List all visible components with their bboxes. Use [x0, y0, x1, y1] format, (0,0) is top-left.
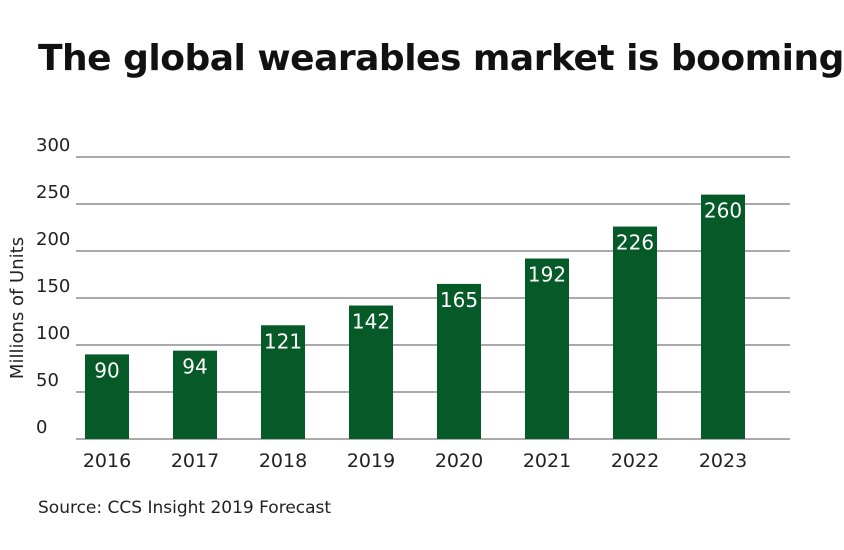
data-label: 90 [94, 358, 119, 382]
data-label: 165 [440, 288, 478, 312]
y-tick-label: 0 [36, 417, 47, 438]
chart-title: The global wearables market is booming [38, 38, 844, 79]
y-axis-label: Millions of Units [7, 237, 28, 379]
data-label: 142 [352, 310, 390, 334]
bar [85, 354, 129, 439]
data-label: 226 [616, 231, 654, 255]
x-tick-label: 2021 [523, 450, 571, 472]
y-tick-label: 300 [36, 135, 70, 156]
x-tick-label: 2018 [259, 450, 307, 472]
source-note: Source: CCS Insight 2019 Forecast [38, 498, 332, 518]
bar [613, 226, 657, 439]
data-label: 192 [528, 263, 566, 287]
data-label: 121 [264, 329, 302, 353]
x-tick-label: 2023 [699, 450, 747, 472]
data-label: 94 [182, 355, 207, 379]
bar [701, 194, 745, 439]
bar [173, 350, 217, 439]
bar [525, 258, 569, 439]
bar [437, 283, 481, 439]
x-tick-label: 2020 [435, 450, 483, 472]
bar [261, 325, 305, 439]
y-tick-label: 100 [36, 323, 70, 344]
y-tick-label: 50 [36, 370, 59, 391]
bars [85, 194, 745, 439]
data-label: 260 [704, 199, 742, 223]
data-labels: 90 94 121 142 165 192 226 260 [94, 199, 742, 383]
x-tick-label: 2019 [347, 450, 395, 472]
x-tick-labels: 2016 2017 2018 2019 2020 2021 2022 2023 [83, 450, 747, 472]
y-tick-label: 250 [36, 182, 70, 203]
x-tick-label: 2016 [83, 450, 131, 472]
y-tick-label: 150 [36, 276, 70, 297]
y-tick-labels: 0 50 100 150 200 250 300 [36, 135, 70, 438]
y-tick-label: 200 [36, 229, 70, 250]
x-tick-label: 2022 [611, 450, 659, 472]
x-tick-label: 2017 [171, 450, 219, 472]
bar [349, 305, 393, 439]
